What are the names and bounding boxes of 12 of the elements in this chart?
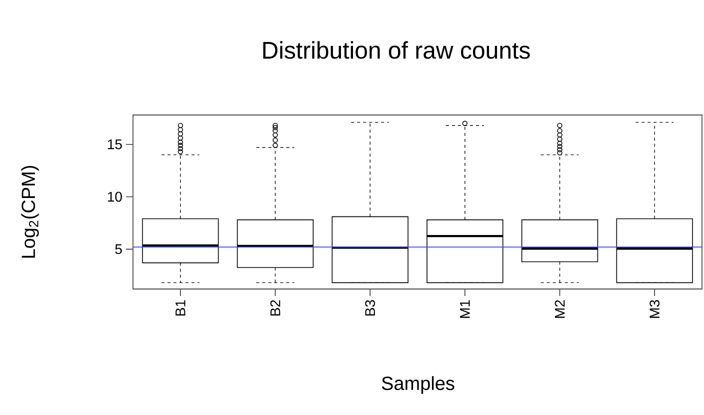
y-tick-label: 15 bbox=[108, 139, 122, 150]
y-tick-label: 5 bbox=[115, 244, 122, 254]
x-tick-label: B3 bbox=[365, 300, 376, 316]
y-tick-label: 10 bbox=[108, 192, 122, 202]
x-tick-label: M1 bbox=[460, 300, 470, 318]
x-tick-label: M3 bbox=[650, 300, 660, 318]
x-tick-label: B1 bbox=[176, 300, 186, 316]
y-axis-title: Log$_{2}$(CPM) bbox=[21, 166, 39, 258]
x-tick-label: B2 bbox=[270, 300, 280, 316]
x-axis-title: Samples bbox=[382, 376, 454, 394]
chart-title: Distribution of raw counts bbox=[263, 41, 530, 59]
x-tick-label: M2 bbox=[554, 300, 565, 318]
